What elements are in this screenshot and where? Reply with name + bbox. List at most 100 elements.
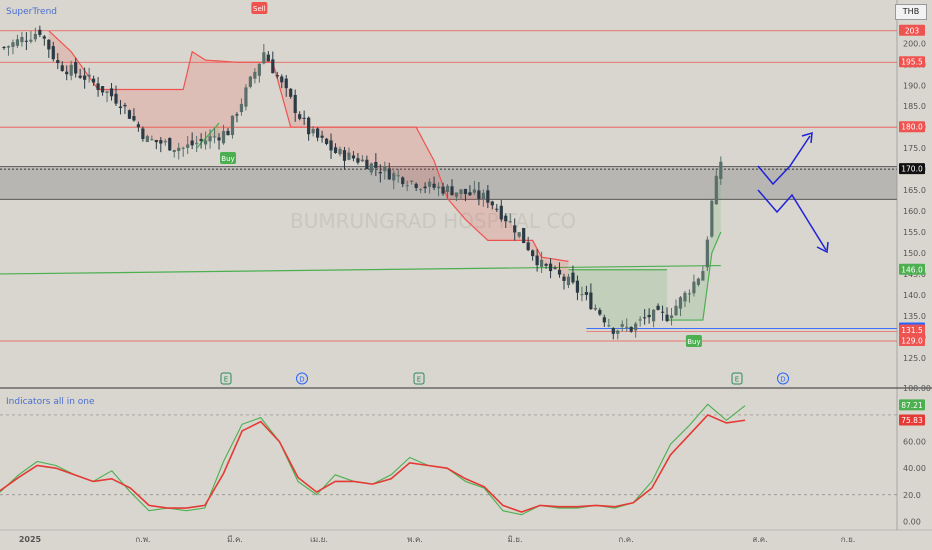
candle (293, 89, 297, 122)
candle (566, 273, 571, 289)
candle (74, 57, 78, 78)
candle (611, 327, 615, 340)
candle (683, 290, 687, 308)
candle (235, 112, 239, 123)
svg-text:Sell: Sell (253, 5, 266, 13)
candle (239, 98, 244, 116)
candle (284, 75, 288, 97)
candle (652, 308, 656, 328)
candle (248, 75, 252, 89)
candle (548, 258, 553, 279)
candle (540, 251, 544, 273)
price-badge: 170.0 (899, 163, 925, 175)
candle (647, 308, 651, 324)
event-marker-D[interactable]: D (296, 372, 308, 385)
candle (459, 189, 463, 199)
candle (360, 155, 364, 163)
candle (316, 127, 320, 142)
candle (307, 116, 311, 141)
time-axis-label: ก.ย. (841, 535, 856, 544)
candle (351, 151, 356, 162)
event-marker-E[interactable]: E (220, 372, 232, 385)
candle (186, 136, 190, 155)
indicator-tick-label: 20.0 (903, 491, 921, 500)
resistance-zone (0, 166, 897, 200)
supertrend-line (196, 122, 220, 149)
candle (324, 137, 329, 146)
candle (257, 63, 261, 83)
candle (141, 126, 145, 142)
candle (24, 32, 28, 51)
candle (163, 138, 167, 146)
price-tick-label: 155.0 (903, 228, 926, 237)
candle (172, 149, 176, 158)
candle (419, 188, 423, 194)
buy-signal-2: Buy (685, 335, 702, 347)
event-marker-E[interactable]: E (413, 372, 425, 385)
candle (665, 307, 669, 323)
candle (508, 213, 512, 224)
candle (217, 133, 221, 150)
candle (181, 146, 185, 157)
price-badge: 195.5 (899, 56, 925, 68)
time-axis-label: ก.ค. (618, 535, 633, 544)
indicator-title: Indicators all in one (6, 397, 95, 407)
time-axis-label: ส.ค. (752, 535, 767, 544)
candle (374, 153, 378, 176)
candle (190, 132, 194, 150)
candle (535, 249, 539, 272)
candle (244, 84, 248, 111)
candle (656, 303, 660, 311)
candle (253, 68, 257, 84)
candle (405, 180, 409, 192)
candle (616, 329, 620, 340)
price-tick-label: 165.0 (903, 186, 926, 195)
candle (562, 273, 566, 290)
candle (38, 25, 42, 38)
candle (136, 121, 140, 132)
candle (638, 316, 642, 327)
candle (531, 249, 535, 261)
svg-text:146.0: 146.0 (901, 265, 923, 274)
event-marker-E[interactable]: E (731, 372, 743, 385)
candle (20, 31, 24, 47)
candle (145, 134, 149, 143)
candle (47, 39, 51, 58)
event-marker-D[interactable]: D (777, 372, 789, 385)
candle (544, 262, 548, 269)
candle (607, 318, 611, 328)
candle (454, 192, 459, 202)
indicator-label-supertrend[interactable]: SuperTrend (6, 7, 57, 17)
candle (92, 75, 96, 86)
candle (262, 43, 266, 65)
candle (678, 295, 683, 317)
candle (69, 60, 73, 81)
svg-text:129.0: 129.0 (901, 337, 923, 346)
candle (602, 314, 606, 327)
candle (212, 128, 217, 144)
candle (436, 182, 441, 197)
candle (705, 236, 709, 272)
candle (445, 184, 450, 199)
candle (701, 265, 705, 281)
candle (298, 111, 302, 121)
candle (33, 27, 37, 42)
candle (271, 51, 275, 74)
candle (589, 283, 593, 311)
candle (468, 185, 472, 196)
watermark-text: BUMRUNGRAD HOSPITAL CO (290, 209, 576, 233)
candle (83, 67, 87, 89)
candle (369, 162, 373, 176)
price-tick-label: 160.0 (903, 207, 926, 216)
candle (342, 146, 347, 170)
candle (517, 232, 521, 239)
candle (356, 152, 360, 165)
svg-text:E: E (417, 376, 421, 384)
price-badge: 129.0 (899, 335, 925, 347)
candle (302, 110, 306, 125)
candle (504, 213, 508, 228)
time-axis-label: มิ.ย. (507, 535, 522, 544)
candle (168, 137, 172, 151)
svg-text:75.83: 75.83 (901, 416, 923, 425)
